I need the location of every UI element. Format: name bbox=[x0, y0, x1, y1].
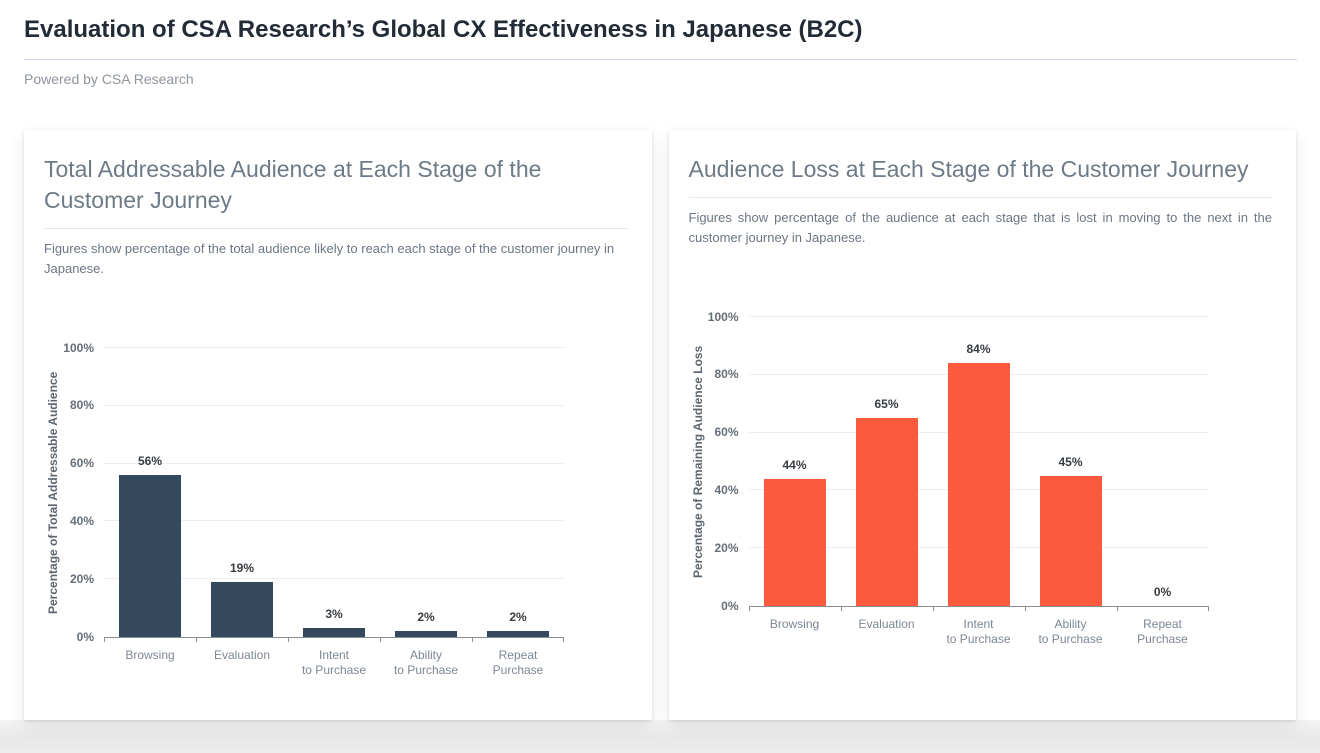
page-title: Evaluation of CSA Research’s Global CX E… bbox=[24, 16, 863, 43]
card-title-divider bbox=[688, 197, 1272, 198]
bars: 56% 19% 3% 2% 2% bbox=[104, 348, 564, 637]
page-bottom-band bbox=[0, 720, 1320, 753]
bar-cell: 44% bbox=[749, 317, 841, 606]
bar-ability-to-purchase[interactable] bbox=[395, 631, 457, 637]
bar-cell: 65% bbox=[841, 317, 933, 606]
x-category-label: Ability to Purchase bbox=[1038, 617, 1103, 646]
gridline: 100% bbox=[708, 310, 1209, 324]
bar-cell: 19% bbox=[196, 348, 288, 637]
bar-cell: 56% bbox=[104, 348, 196, 637]
y-tick-label: 60% bbox=[714, 425, 739, 440]
bar-value-label: 84% bbox=[966, 342, 991, 357]
y-tick-label: 80% bbox=[69, 398, 94, 413]
card-total-addressable-audience: Total Addressable Audience at Each Stage… bbox=[24, 130, 652, 720]
gridline: 60% bbox=[70, 456, 564, 470]
bar-browsing[interactable] bbox=[763, 478, 826, 606]
gridline: 80% bbox=[70, 398, 564, 412]
x-category-label: Repeat Purchase bbox=[492, 648, 544, 677]
card-audience-loss: Audience Loss at Each Stage of the Custo… bbox=[668, 130, 1296, 720]
x-tick: Intent to Purchase bbox=[932, 607, 1025, 647]
y-tick-label: 100% bbox=[707, 309, 739, 324]
x-axis: Browsing Evaluation Intent to Purchase Abil… bbox=[748, 607, 1209, 647]
plot-column: 0% 20% 40% 60% 80% 100% 44% 65% 84% 45% 0% Browsin… bbox=[708, 310, 1209, 647]
bar-value-label: 0% bbox=[1153, 585, 1172, 599]
plot-area: 0% 20% 40% 60% 80% 100% 56% 19% 3% 2% 2% bbox=[63, 341, 564, 644]
bar-value-label: 19% bbox=[229, 561, 255, 576]
bar-repeat-purchase[interactable] bbox=[487, 631, 549, 637]
powered-by-text: Powered by CSA Research bbox=[24, 71, 194, 87]
y-axis-title: Percentage of Remaining Audience Loss bbox=[690, 345, 705, 579]
y-tick-label: 0% bbox=[721, 598, 739, 613]
bar-browsing[interactable] bbox=[119, 475, 181, 637]
gridline: 100% bbox=[63, 341, 564, 355]
bar-chart-audience-loss: Percentage of Remaining Audience Loss 0%… bbox=[689, 310, 1273, 647]
gridline: 0% bbox=[77, 630, 564, 644]
bar-cell: 0% bbox=[1117, 317, 1209, 606]
bar-cell: 84% bbox=[933, 317, 1025, 606]
y-tick-label: 20% bbox=[714, 540, 739, 555]
bar-evaluation[interactable] bbox=[855, 418, 918, 606]
x-axis: Browsing Evaluation Intent to Purchase Abil… bbox=[104, 638, 564, 678]
y-tick-label: 80% bbox=[714, 367, 739, 382]
card-title-divider bbox=[44, 228, 628, 229]
cards-container: Total Addressable Audience at Each Stage… bbox=[0, 130, 1320, 720]
y-tick-label: 60% bbox=[69, 456, 94, 471]
bar-cell: 2% bbox=[472, 348, 564, 637]
x-tick: Intent to Purchase bbox=[288, 638, 380, 678]
gridline: 20% bbox=[70, 572, 564, 586]
bar-value-label: 56% bbox=[137, 454, 163, 469]
card-subtitle: Figures show percentage of the audience … bbox=[688, 210, 1273, 245]
x-category-label: Intent to Purchase bbox=[301, 648, 367, 677]
bar-chart-total-audience: Percentage of Total Addressable Audience… bbox=[44, 341, 628, 678]
bar-intent-to-purchase[interactable] bbox=[947, 363, 1010, 606]
bars: 44% 65% 84% 45% 0% bbox=[749, 317, 1209, 606]
x-category-label: Evaluation bbox=[858, 617, 915, 631]
page-header: Evaluation of CSA Research’s Global CX E… bbox=[0, 0, 1320, 88]
bar-cell: 3% bbox=[288, 348, 380, 637]
y-tick-label: 40% bbox=[714, 482, 739, 497]
x-tick: Browsing bbox=[104, 638, 196, 678]
x-category-label: Evaluation bbox=[213, 648, 271, 662]
bar-evaluation[interactable] bbox=[211, 582, 273, 637]
y-tick-label: 20% bbox=[69, 571, 94, 586]
bar-value-label: 44% bbox=[782, 457, 807, 472]
x-category-label: Repeat Purchase bbox=[1137, 617, 1188, 646]
bar-value-label: 2% bbox=[509, 610, 527, 625]
bar-value-label: 45% bbox=[1058, 454, 1083, 469]
x-tick: Evaluation bbox=[840, 607, 933, 647]
x-tick: Repeat Purchase bbox=[472, 638, 564, 678]
bar-cell: 45% bbox=[1025, 317, 1117, 606]
x-tick: Ability to Purchase bbox=[380, 638, 472, 678]
y-axis-title: Percentage of Total Addressable Audience bbox=[46, 371, 60, 615]
bar-value-label: 2% bbox=[417, 610, 435, 625]
x-category-label: Browsing bbox=[125, 648, 175, 662]
x-tick: Ability to Purchase bbox=[1024, 607, 1117, 647]
plot-column: 0% 20% 40% 60% 80% 100% 56% 19% 3% 2% 2% Browsing E… bbox=[63, 341, 564, 678]
bar-value-label: 3% bbox=[325, 607, 343, 622]
card-subtitle: Figures show percentage of the total aud… bbox=[44, 241, 615, 276]
bar-cell: 2% bbox=[380, 348, 472, 637]
gridline: 0% bbox=[721, 599, 1209, 613]
x-tick: Repeat Purchase bbox=[1116, 607, 1209, 647]
bar-intent-to-purchase[interactable] bbox=[303, 628, 365, 637]
plot-area: 0% 20% 40% 60% 80% 100% 44% 65% 84% 45% 0% bbox=[708, 310, 1209, 613]
bar-value-label: 65% bbox=[874, 397, 899, 412]
bar-ability-to-purchase[interactable] bbox=[1039, 475, 1102, 606]
x-category-label: Ability to Purchase bbox=[393, 648, 459, 677]
y-tick-label: 0% bbox=[76, 629, 94, 644]
x-tick: Evaluation bbox=[196, 638, 288, 678]
gridline: 40% bbox=[70, 514, 564, 528]
x-category-label: Browsing bbox=[769, 617, 820, 631]
header-divider bbox=[24, 59, 1297, 60]
y-tick-label: 100% bbox=[63, 340, 94, 355]
card-title: Total Addressable Audience at Each Stage… bbox=[44, 156, 542, 213]
card-title: Audience Loss at Each Stage of the Custo… bbox=[688, 156, 1249, 182]
x-tick: Browsing bbox=[748, 607, 841, 647]
y-tick-label: 40% bbox=[69, 513, 94, 528]
x-category-label: Intent to Purchase bbox=[946, 617, 1011, 646]
